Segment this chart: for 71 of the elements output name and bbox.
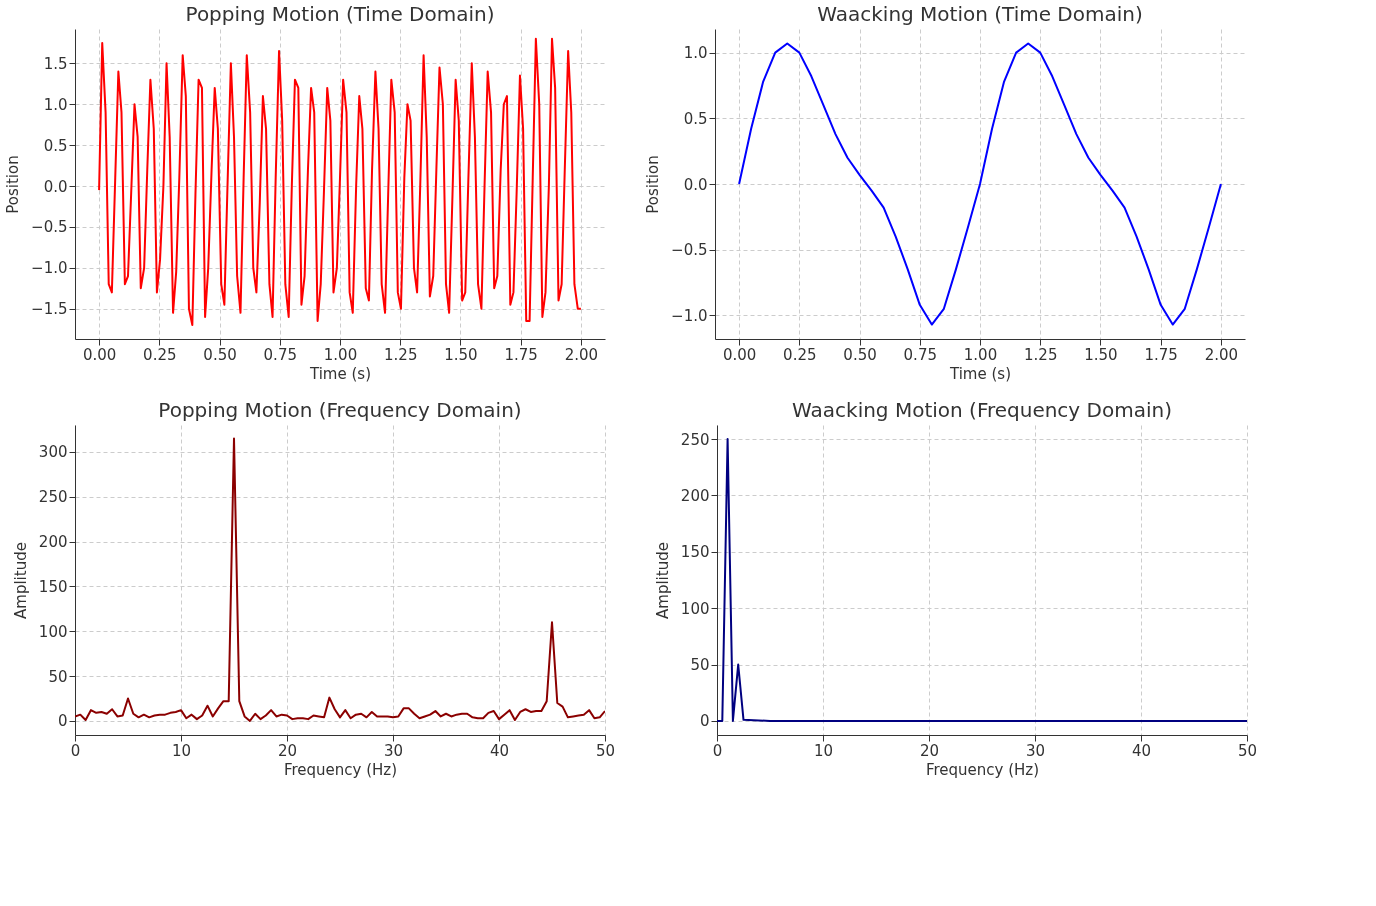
- y-axis-title: Position: [644, 155, 663, 214]
- x-tick-label: 10: [813, 741, 834, 760]
- x-axis-title: Time (s): [949, 364, 1011, 383]
- line-series: [717, 438, 1247, 722]
- x-tick-label: 50: [595, 741, 616, 760]
- y-tick-label: −1.0: [31, 259, 68, 278]
- x-axis-title: Frequency (Hz): [925, 760, 1040, 779]
- y-tick-label: −1.0: [671, 306, 708, 325]
- y-tick-label: 0.0: [683, 175, 708, 194]
- y-tick-label: 0: [57, 712, 68, 731]
- chart-title: Waacking Motion (Time Domain): [817, 2, 1143, 26]
- y-tick-label: 200: [680, 486, 710, 505]
- x-tick-label: 0.75: [263, 345, 297, 364]
- y-axis-title: Amplitude: [653, 542, 672, 619]
- y-tick-label: 1.0: [43, 95, 68, 114]
- line-series: [75, 437, 605, 722]
- x-tick-label: 0: [70, 741, 81, 760]
- y-tick-label: 300: [38, 443, 68, 462]
- y-tick-label: 100: [680, 599, 710, 618]
- y-tick-label: 150: [38, 577, 68, 596]
- y-tick-label: 250: [680, 430, 710, 449]
- y-tick-label: −1.5: [31, 300, 68, 319]
- y-tick-label: 150: [680, 543, 710, 562]
- y-tick-label: 0.5: [43, 136, 68, 155]
- x-tick-label: 1.75: [1144, 345, 1178, 364]
- x-tick-label: 0.50: [843, 345, 877, 364]
- y-tick-label: 50: [48, 667, 68, 686]
- x-tick-label: 1.00: [963, 345, 998, 364]
- x-tick-label: 2.00: [564, 345, 599, 364]
- x-tick-label: 20: [919, 741, 940, 760]
- x-tick-label: 0: [712, 741, 723, 760]
- y-tick-label: 0.5: [683, 109, 708, 128]
- x-tick-label: 10: [171, 741, 192, 760]
- y-tick-label: 0: [699, 712, 710, 731]
- x-tick-label: 1.25: [1024, 345, 1058, 364]
- x-tick-label: 0.00: [82, 345, 117, 364]
- y-tick-label: 100: [38, 622, 68, 641]
- y-tick-label: −0.5: [671, 241, 708, 260]
- x-tick-label: 50: [1237, 741, 1258, 760]
- y-tick-label: 250: [38, 488, 68, 507]
- x-axis-title: Frequency (Hz): [283, 760, 398, 779]
- x-tick-label: 30: [1025, 741, 1046, 760]
- y-axis-title: Amplitude: [11, 542, 30, 619]
- x-tick-label: 0.25: [143, 345, 177, 364]
- y-tick-label: 200: [38, 533, 68, 552]
- x-tick-label: 40: [1131, 741, 1152, 760]
- x-axis-title: Time (s): [309, 364, 371, 383]
- x-tick-label: 1.50: [444, 345, 478, 364]
- x-tick-label: 1.50: [1084, 345, 1118, 364]
- line-series: [98, 37, 582, 327]
- y-axis-title: Position: [4, 155, 23, 214]
- x-tick-label: 40: [489, 741, 510, 760]
- chart-title: Popping Motion (Time Domain): [185, 2, 495, 26]
- x-tick-label: 30: [383, 741, 404, 760]
- x-tick-label: 0.25: [783, 345, 817, 364]
- x-tick-label: 1.25: [384, 345, 418, 364]
- chart-title: Popping Motion (Frequency Domain): [158, 398, 522, 422]
- chart-title: Waacking Motion (Frequency Domain): [792, 398, 1172, 422]
- x-tick-label: 0.00: [722, 345, 757, 364]
- x-tick-label: 0.75: [903, 345, 937, 364]
- y-tick-label: −0.5: [31, 218, 68, 237]
- y-tick-label: 1.0: [683, 44, 708, 63]
- y-tick-label: 50: [690, 656, 710, 675]
- x-tick-label: 1.00: [323, 345, 358, 364]
- line-series: [738, 42, 1222, 326]
- x-tick-label: 0.50: [203, 345, 237, 364]
- x-tick-label: 1.75: [504, 345, 538, 364]
- y-tick-label: 0.0: [43, 177, 68, 196]
- x-tick-label: 20: [277, 741, 298, 760]
- x-tick-label: 2.00: [1204, 345, 1239, 364]
- y-tick-label: 1.5: [43, 54, 68, 73]
